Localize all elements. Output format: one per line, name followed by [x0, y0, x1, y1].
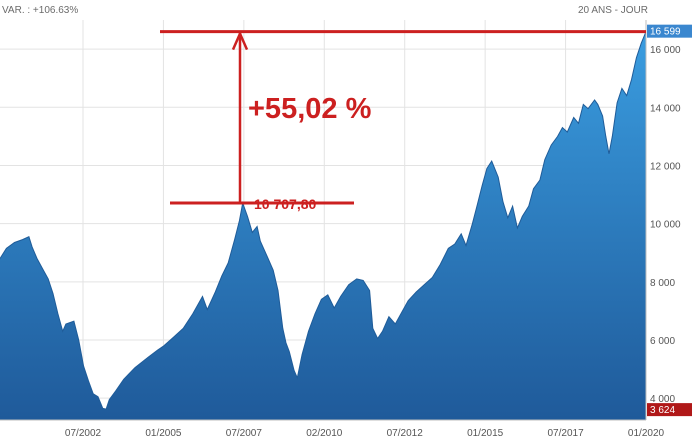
x-tick-label: 07/2017 — [547, 428, 584, 439]
y-tick-label: 10 000 — [650, 220, 681, 231]
gain-arrow-head — [231, 30, 249, 51]
y-tick-label: 12 000 — [650, 161, 681, 172]
min-value-badge-text: 3 624 — [650, 405, 675, 416]
gain-annotation: +55,02 % — [248, 93, 372, 125]
x-tick-label: 01/2020 — [628, 428, 665, 439]
x-tick-label: 02/2010 — [306, 428, 343, 439]
period-label: 20 ANS - JOUR — [577, 5, 648, 16]
y-tick-label: 4 000 — [650, 394, 675, 405]
last-value-badge: 16 599 — [647, 24, 692, 38]
x-tick-label: 07/2012 — [387, 428, 424, 439]
y-tick-label: 16 000 — [650, 45, 681, 56]
min-value-badge: 3 624 — [647, 403, 692, 417]
x-tick-label: 07/2007 — [226, 428, 263, 439]
annotation-group: +55,02 % 10 707,80 — [160, 30, 646, 212]
series-line — [0, 31, 647, 410]
x-tick-label: 01/2015 — [467, 428, 504, 439]
min-value-badge-bg — [647, 403, 692, 417]
y-axis-ticks: 4 000 6 000 8 000 10 000 12 000 14 000 16 000 — [650, 45, 681, 405]
series-area — [0, 31, 646, 420]
y-tick-label: 6 000 — [650, 336, 675, 347]
y-tick-label: 14 000 — [650, 103, 681, 114]
x-tick-label: 01/2005 — [145, 428, 182, 439]
x-axis-ticks: 07/2002 01/2005 07/2007 02/2010 07/2012 01/20… — [65, 428, 665, 439]
previous-peak-annotation: 10 707,80 — [254, 196, 316, 212]
last-value-badge-bg — [647, 24, 692, 38]
y-tick-label: 8 000 — [650, 278, 675, 289]
x-tick-label: 07/2002 — [65, 428, 102, 439]
last-value-badge-text: 16 599 — [650, 27, 681, 38]
variation-label: VAR. : +106.63% — [2, 5, 79, 16]
